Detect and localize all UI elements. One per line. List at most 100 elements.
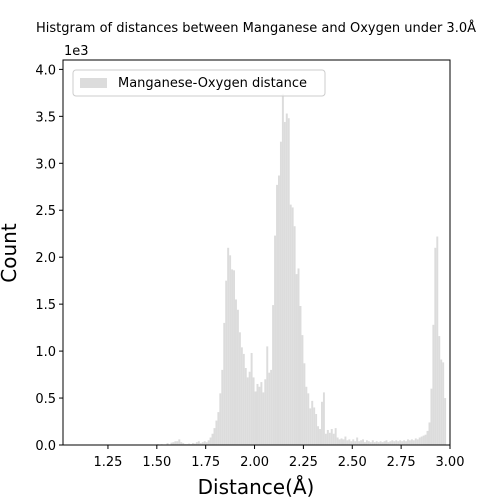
histogram-bar [244, 368, 247, 445]
histogram-bar [322, 392, 325, 445]
histogram-bar [412, 440, 415, 445]
histogram-bar [317, 426, 320, 445]
histogram-bar [393, 441, 396, 445]
x-tick-label: 1.75 [191, 455, 220, 470]
histogram-bar [422, 435, 425, 445]
histogram-bar [250, 352, 253, 445]
x-tick-label: 2.25 [289, 455, 318, 470]
histogram-bar [205, 442, 208, 445]
histogram-bar [356, 437, 359, 445]
histogram-bar [434, 247, 437, 445]
histogram-bar [295, 274, 298, 445]
y-tick-label: 1.0 [35, 345, 56, 360]
histogram-bar [240, 347, 243, 445]
histogram-bar [278, 175, 280, 445]
histogram-bar [354, 441, 357, 445]
histogram-bar [279, 141, 282, 445]
histogram-bar [193, 443, 196, 445]
histogram-bar [436, 236, 439, 445]
histogram-bar [389, 441, 392, 445]
y-tick-label: 4.0 [35, 63, 56, 78]
y-tick-label: 2.0 [35, 251, 56, 266]
histogram-bar [399, 440, 402, 445]
histogram-bar [203, 441, 206, 445]
x-axis-label: Distance(Å) [198, 475, 315, 499]
histogram-bar [364, 442, 366, 445]
histogram-bar [172, 442, 175, 445]
legend-box [72, 69, 326, 97]
histogram-bar [440, 359, 443, 445]
histogram-bar [418, 437, 421, 445]
legend: Manganese-Oxygen distance [72, 69, 326, 97]
histogram-bar [319, 429, 321, 445]
histogram-bar [195, 442, 198, 445]
histogram-bar [213, 428, 216, 445]
histogram-bar [313, 407, 316, 445]
histogram-bar [225, 280, 228, 445]
histogram-bar [217, 412, 220, 445]
histogram-bar [229, 255, 232, 445]
histogram-bar [219, 393, 222, 445]
histogram-bar [346, 440, 349, 445]
histogram-bar [287, 118, 290, 445]
histogram-bar [248, 371, 251, 445]
histogram-bar [174, 441, 177, 445]
histogram-bar [432, 324, 435, 445]
histogram-bar [297, 268, 300, 445]
histogram-bar [215, 420, 218, 445]
y-tick-label: 3.0 [35, 157, 56, 172]
histogram-bar [330, 429, 333, 445]
histogram-bar [268, 372, 271, 445]
histogram-bar [197, 441, 200, 445]
histogram-bar [176, 441, 179, 445]
histogram-bar [385, 440, 388, 445]
histogram-bar [233, 270, 235, 445]
y-axis-label: Count [0, 223, 21, 283]
histogram-bar [367, 441, 370, 445]
y-tick-label: 0.0 [35, 439, 56, 454]
legend-entry: Manganese-Oxygen distance [118, 76, 307, 91]
histogram-bar [391, 440, 394, 445]
histogram-bar [274, 235, 277, 445]
histogram-bar [328, 432, 331, 445]
histogram-bar [209, 437, 212, 445]
histogram-bar [272, 305, 275, 445]
x-tick-label: 2.75 [387, 455, 416, 470]
histogram-bar [401, 441, 404, 445]
histogram-bar [326, 429, 329, 445]
histogram-bar [352, 439, 355, 445]
histogram-bar [260, 382, 263, 445]
histogram-bar [227, 247, 230, 445]
histogram-bar [338, 439, 341, 445]
histogram-bar [235, 299, 237, 445]
histogram-bar [438, 336, 441, 445]
histogram-bar [254, 391, 257, 445]
histogram-bar [344, 436, 347, 445]
histogram-bar [350, 441, 353, 445]
histogram-bar [264, 379, 267, 445]
x-tick-label: 2.00 [240, 455, 269, 470]
histogram-bar [223, 322, 226, 445]
histogram-bar [166, 443, 169, 445]
y-axis: 0.0 0.5 1.0 1.5 2.0 2.5 3.0 3.5 4.0 [35, 63, 63, 454]
histogram-bar [256, 383, 259, 445]
legend-swatch [80, 78, 107, 88]
histogram-bar [373, 442, 376, 445]
x-axis: 1.25 1.50 1.75 2.00 2.25 2.50 2.75 3.00 [93, 445, 464, 470]
histogram-bar [365, 440, 368, 445]
histogram-bar [289, 204, 292, 445]
histogram-bar [405, 441, 407, 445]
histogram-bar [293, 226, 296, 445]
y-tick-label: 0.5 [35, 392, 56, 407]
histogram-bar [178, 439, 181, 445]
y-tick-label: 1.5 [35, 298, 56, 313]
histogram-bar [403, 440, 406, 445]
y-tick-label: 2.5 [35, 204, 56, 219]
histogram-bar [211, 433, 214, 445]
histogram-bar [252, 377, 255, 445]
histogram-bar [379, 441, 382, 445]
histogram-bar [428, 422, 431, 445]
histogram-bar [362, 439, 364, 445]
histogram-bar [291, 207, 294, 445]
